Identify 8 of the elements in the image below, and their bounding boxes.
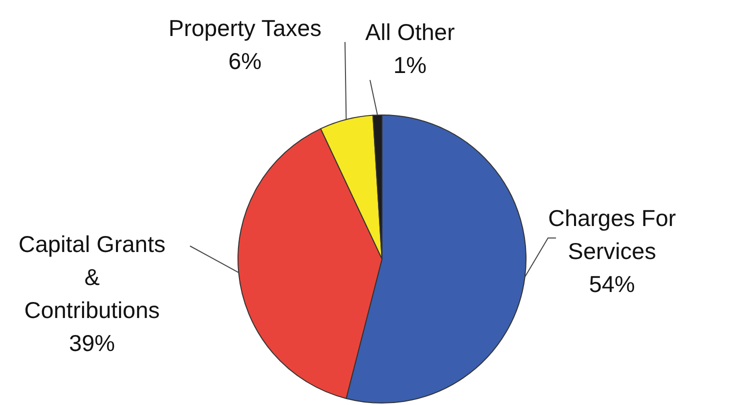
slice-label: All Other (365, 19, 456, 45)
data-label: 39% (68, 330, 116, 356)
slice-label: Charges For Services (548, 205, 676, 264)
slice-label: Property Taxes (168, 15, 322, 41)
data-label: 6% (228, 48, 262, 74)
slice-label: Capital Grants & Contributions (18, 231, 166, 323)
data-label: 54% (588, 271, 636, 297)
data-label: 1% (393, 52, 427, 78)
